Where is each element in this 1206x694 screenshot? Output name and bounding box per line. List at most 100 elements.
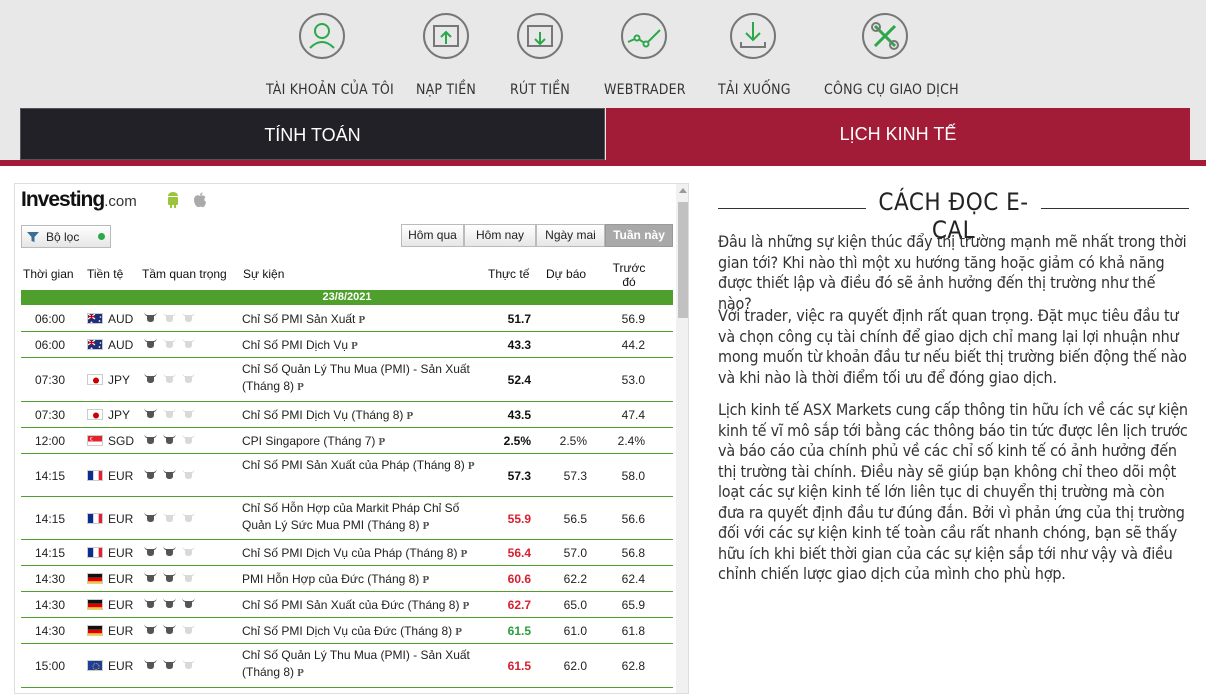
event-currency: EUR <box>108 546 134 560</box>
nav-deposit[interactable]: NẠP TIỀN <box>414 0 478 108</box>
event-forecast: 2.5% <box>559 434 587 448</box>
event-time: 06:00 <box>35 338 66 352</box>
economic-calendar-widget: Investing.com Bộ lọc Hôm qua Hôm nay Ngà… <box>14 183 689 694</box>
tab-calculator[interactable]: TÍNH TOÁN <box>20 108 605 160</box>
table-row[interactable]: 14:15 EUR Chỉ Số PMI Dịch Vụ của Pháp (Thá… <box>21 540 673 566</box>
importance-bull-icon <box>143 433 200 447</box>
importance-bull-icon <box>143 468 200 482</box>
event-name[interactable]: Chỉ Số PMI Dịch Vụ (Tháng 8) P <box>242 407 482 426</box>
event-name[interactable]: Chỉ Số Hỗn Hợp của Markit Pháp Chỉ Số Qu… <box>242 500 482 536</box>
nav-download[interactable]: TẢI XUỐNG <box>718 0 791 108</box>
header-forecast: Dự báo <box>546 267 587 281</box>
investing-logo: Investing.com <box>21 188 137 212</box>
android-icon[interactable] <box>167 192 179 208</box>
country-flag-icon <box>87 409 103 420</box>
preliminary-icon: P <box>297 383 304 393</box>
header-event: Sự kiện <box>243 267 285 281</box>
event-currency: JPY <box>108 373 131 387</box>
event-name[interactable]: PMI Hỗn Hợp của Đức (Tháng 8) P <box>242 571 482 590</box>
table-row[interactable]: 07:30 JPY Chỉ Số Quản Lý Thu Mua (PMI) - S… <box>21 358 673 402</box>
event-currency: AUD <box>108 338 134 352</box>
preliminary-icon: P <box>462 602 470 612</box>
event-name[interactable]: CPI Singapore (Tháng 7) P <box>242 433 482 452</box>
preliminary-icon: P <box>422 522 430 532</box>
event-time: 12:00 <box>35 434 66 448</box>
guide-paragraph: Với trader, việc ra quyết định rất quan … <box>718 306 1187 387</box>
event-previous: 62.4 <box>621 572 645 586</box>
nav-trading-tools[interactable]: CÔNG CỤ GIAO DỊCH <box>824 0 959 108</box>
event-name[interactable]: Chỉ Số PMI Dịch Vụ của Pháp (Tháng 8) P <box>242 545 482 564</box>
event-name[interactable]: Chỉ Số PMI Dịch Vụ của Đức (Tháng 8) P <box>242 623 482 642</box>
event-time: 07:30 <box>35 408 66 422</box>
event-forecast: 65.0 <box>563 598 587 612</box>
event-actual: 61.5 <box>507 624 531 638</box>
event-actual: 60.6 <box>507 572 531 586</box>
country-flag-icon <box>87 469 103 481</box>
day-button-this-week[interactable]: Tuần này <box>605 224 673 247</box>
event-forecast: 57.0 <box>563 546 587 560</box>
event-currency: EUR <box>108 624 134 638</box>
event-actual: 43.5 <box>507 408 531 422</box>
event-name[interactable]: Chỉ Số Quản Lý Thu Mua (PMI) - Sản Xuất … <box>242 647 482 683</box>
event-time: 07:30 <box>35 373 66 387</box>
table-row[interactable]: 15:00 EUR Chỉ Số Quản Lý Thu Mua (PMI) - S… <box>21 644 673 688</box>
event-previous: 65.9 <box>621 598 645 612</box>
country-flag-icon <box>87 435 103 446</box>
table-row[interactable]: 14:30 EUR PMI Hỗn Hợp của Đức (Tháng 8) P 60… <box>21 566 673 592</box>
nav-withdraw[interactable]: RÚT TIỀN <box>508 0 572 108</box>
nav-webtrader[interactable]: WEBTRADER <box>604 0 686 108</box>
table-row[interactable]: 12:00 SGD CPI Singapore (Tháng 7) P 2.5% 2.5%… <box>21 428 673 454</box>
day-button-today[interactable]: Hôm nay <box>464 224 536 247</box>
user-icon <box>299 13 345 59</box>
table-header: Thời gian Tiền tệ Tầm quan trọng Sự kiện… <box>21 260 673 290</box>
table-row[interactable]: 06:00 AUD Chỉ Số PMI Sản Xuất P 51.7 56.9 <box>21 306 673 332</box>
event-name[interactable]: Chỉ Số PMI Sản Xuất của Pháp (Tháng 8) P <box>242 457 482 476</box>
guide-paragraph: Lịch kinh tế ASX Markets cung cấp thông … <box>718 400 1188 583</box>
apple-icon[interactable] <box>193 192 207 208</box>
day-button-yesterday[interactable]: Hôm qua <box>401 224 464 247</box>
table-row[interactable]: 14:15 EUR Chỉ Số PMI Sản Xuất của Pháp (Th… <box>21 454 673 497</box>
event-name[interactable]: Chỉ Số Quản Lý Thu Mua (PMI) - Sản Xuất … <box>242 361 482 397</box>
event-time: 14:30 <box>35 598 66 612</box>
preliminary-icon: P <box>297 669 304 679</box>
event-name[interactable]: Chỉ Số PMI Dịch Vụ P <box>242 337 482 356</box>
table-row[interactable]: 14:15 EUR Chỉ Số Hỗn Hợp của Markit Pháp C… <box>21 497 673 540</box>
event-currency: EUR <box>108 468 134 483</box>
nav-my-account[interactable]: TÀI KHOẢN CỦA TÔI <box>266 0 394 108</box>
event-actual: 43.3 <box>507 338 531 352</box>
importance-bull-icon <box>143 623 200 637</box>
scrollbar-thumb[interactable] <box>678 202 688 318</box>
event-name-text: Chỉ Số Hỗn Hợp của Markit Pháp Chỉ Số Qu… <box>242 501 460 532</box>
importance-bull-icon <box>143 597 200 611</box>
event-name-text: Chỉ Số Quản Lý Thu Mua (PMI) - Sản Xuất … <box>242 648 470 679</box>
event-currency: AUD <box>108 312 134 326</box>
tab-economic-calendar[interactable]: LỊCH KINH TẾ <box>606 108 1190 160</box>
importance-bull-icon <box>143 311 200 325</box>
table-row[interactable]: 06:00 AUD Chỉ Số PMI Dịch Vụ P 43.3 44.2 <box>21 332 673 358</box>
day-button-tomorrow[interactable]: Ngày mai <box>536 224 605 247</box>
event-previous: 61.8 <box>621 624 645 638</box>
nav-label: RÚT TIỀN <box>509 82 571 98</box>
event-time: 14:30 <box>35 624 66 638</box>
header-importance: Tầm quan trọng <box>142 267 227 281</box>
event-actual: 2.5% <box>503 434 531 448</box>
table-row[interactable]: 14:30 EUR Chỉ Số PMI Dịch Vụ của Đức (Thán… <box>21 618 673 644</box>
nav-label: NẠP TIỀN <box>415 82 476 98</box>
nav-label: TÀI KHOẢN CỦA TÔI <box>266 82 394 98</box>
title-rule-right <box>1041 208 1189 209</box>
importance-bull-icon <box>143 571 200 585</box>
table-row[interactable]: 14:30 EUR Chỉ Số PMI Sản Xuất của Đức (Thá… <box>21 592 673 618</box>
table-row[interactable]: 07:30 JPY Chỉ Số PMI Dịch Vụ (Tháng 8) P 43.… <box>21 402 673 428</box>
event-currency: EUR <box>108 659 134 673</box>
scroll-up-arrow[interactable] <box>679 188 687 193</box>
event-time: 14:15 <box>35 546 66 560</box>
scrollbar[interactable] <box>676 184 688 693</box>
event-forecast: 57.3 <box>563 468 587 483</box>
event-name[interactable]: Chỉ Số PMI Sản Xuất của Đức (Tháng 8) P <box>242 597 482 616</box>
filter-active-dot <box>98 233 105 240</box>
filter-button[interactable]: Bộ lọc <box>21 225 111 248</box>
event-actual: 61.5 <box>507 659 531 673</box>
filter-label: Bộ lọc <box>46 230 80 244</box>
event-name[interactable]: Chỉ Số PMI Sản Xuất P <box>242 311 482 330</box>
event-forecast: 62.2 <box>563 572 587 586</box>
